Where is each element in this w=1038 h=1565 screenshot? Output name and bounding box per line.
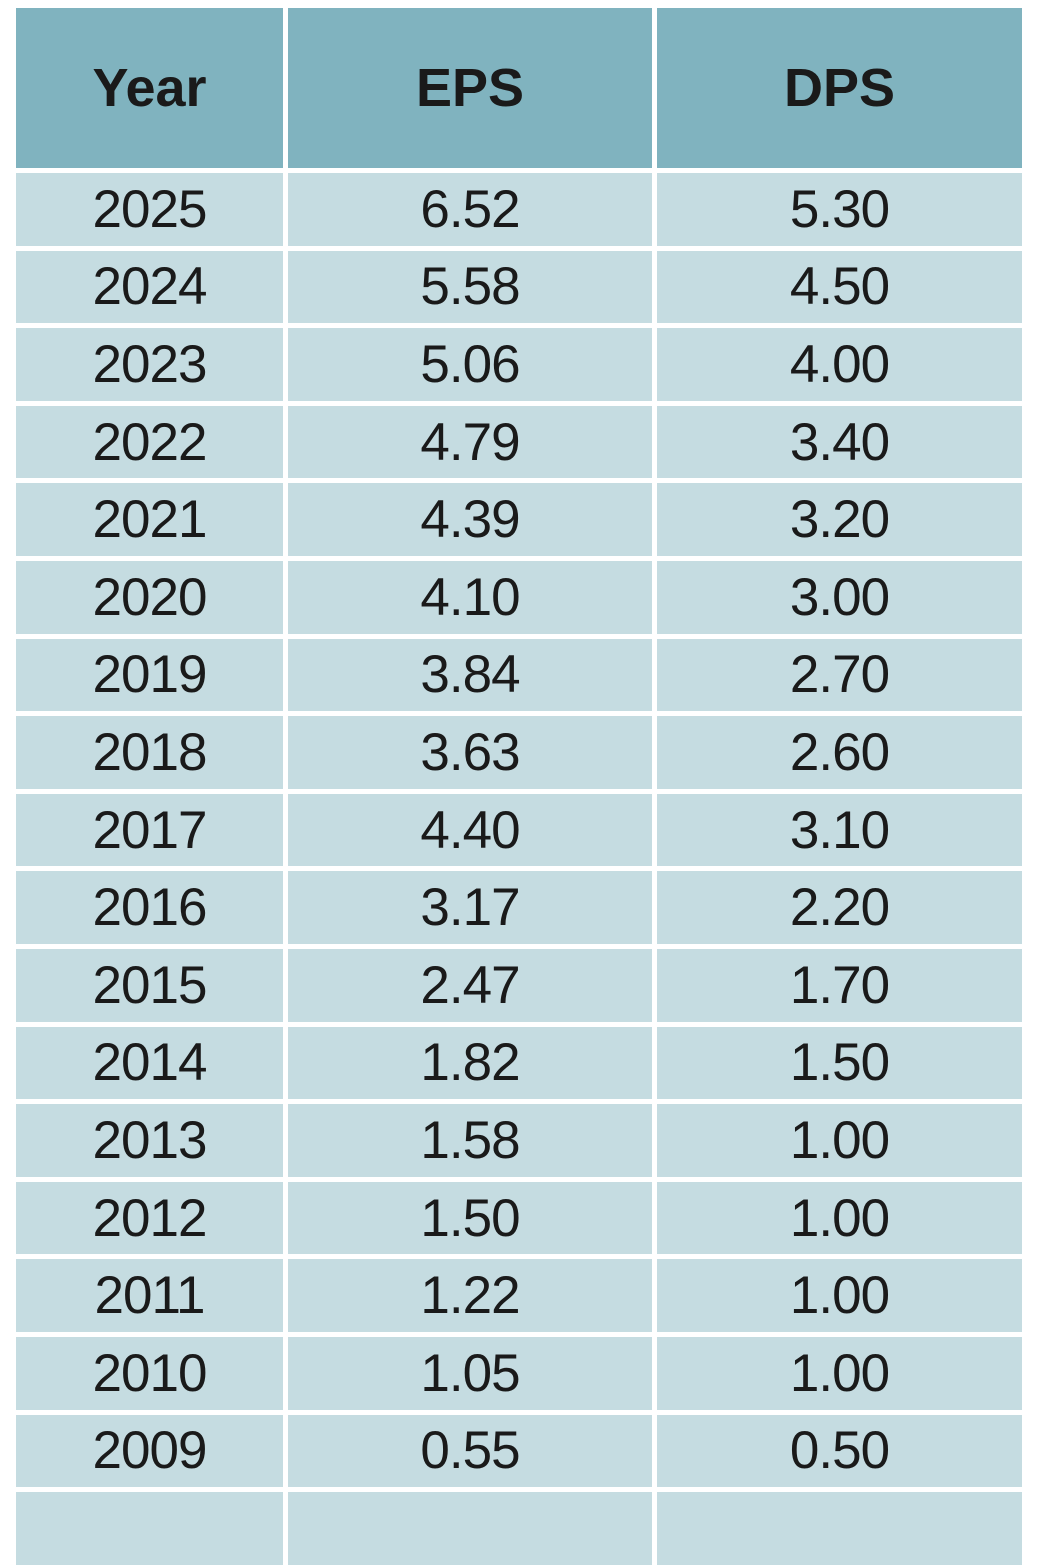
eps-cell: 3.84: [288, 638, 652, 712]
dps-cell: 2.70: [657, 638, 1022, 712]
dps-cell: 5.30: [657, 173, 1022, 246]
dps-cell: 1.00: [657, 1336, 1022, 1410]
dps-cell: 1.70: [657, 948, 1022, 1022]
year-cell: 2019: [16, 638, 283, 712]
eps-cell: 4.10: [288, 560, 652, 634]
eps-cell: 1.58: [288, 1104, 652, 1177]
column-header-year: Year: [16, 8, 283, 168]
eps-cell: 4.79: [288, 405, 652, 479]
column-header-eps: EPS: [288, 8, 652, 168]
year-cell: 2017: [16, 793, 283, 867]
year-cell: 2015: [16, 948, 283, 1022]
eps-cell: 1.05: [288, 1336, 652, 1410]
dps-cell: 1.00: [657, 1104, 1022, 1177]
partial-row-cell: [16, 1492, 283, 1565]
dps-cell: 4.00: [657, 328, 1022, 401]
eps-cell: 3.17: [288, 871, 652, 944]
dps-cell: 0.50: [657, 1414, 1022, 1488]
dps-cell: 1.00: [657, 1181, 1022, 1255]
dps-cell: 3.00: [657, 560, 1022, 634]
year-cell: 2014: [16, 1026, 283, 1100]
eps-cell: 3.63: [288, 716, 652, 789]
partial-row-cell: [657, 1492, 1022, 1565]
dps-cell: 4.50: [657, 250, 1022, 324]
column-header-dps: DPS: [657, 8, 1022, 168]
eps-cell: 1.82: [288, 1026, 652, 1100]
year-cell: 2009: [16, 1414, 283, 1488]
dps-cell: 2.60: [657, 716, 1022, 789]
year-cell: 2010: [16, 1336, 283, 1410]
year-cell: 2013: [16, 1104, 283, 1177]
year-cell: 2020: [16, 560, 283, 634]
eps-cell: 5.06: [288, 328, 652, 401]
year-cell: 2024: [16, 250, 283, 324]
year-cell: 2023: [16, 328, 283, 401]
partial-row-cell: [288, 1492, 652, 1565]
eps-cell: 4.39: [288, 483, 652, 556]
eps-dps-table: Year EPS DPS 2025 6.52 5.30 2024 5.58 4.…: [16, 8, 1022, 1565]
eps-cell: 1.22: [288, 1259, 652, 1332]
year-cell: 2022: [16, 405, 283, 479]
year-cell: 2016: [16, 871, 283, 944]
year-cell: 2011: [16, 1259, 283, 1332]
eps-cell: 6.52: [288, 173, 652, 246]
year-cell: 2021: [16, 483, 283, 556]
dps-cell: 2.20: [657, 871, 1022, 944]
dps-cell: 3.20: [657, 483, 1022, 556]
dps-cell: 1.00: [657, 1259, 1022, 1332]
year-cell: 2025: [16, 173, 283, 246]
eps-cell: 5.58: [288, 250, 652, 324]
eps-cell: 0.55: [288, 1414, 652, 1488]
dps-cell: 3.40: [657, 405, 1022, 479]
eps-cell: 2.47: [288, 948, 652, 1022]
dps-cell: 1.50: [657, 1026, 1022, 1100]
eps-cell: 1.50: [288, 1181, 652, 1255]
year-cell: 2012: [16, 1181, 283, 1255]
eps-cell: 4.40: [288, 793, 652, 867]
year-cell: 2018: [16, 716, 283, 789]
dps-cell: 3.10: [657, 793, 1022, 867]
